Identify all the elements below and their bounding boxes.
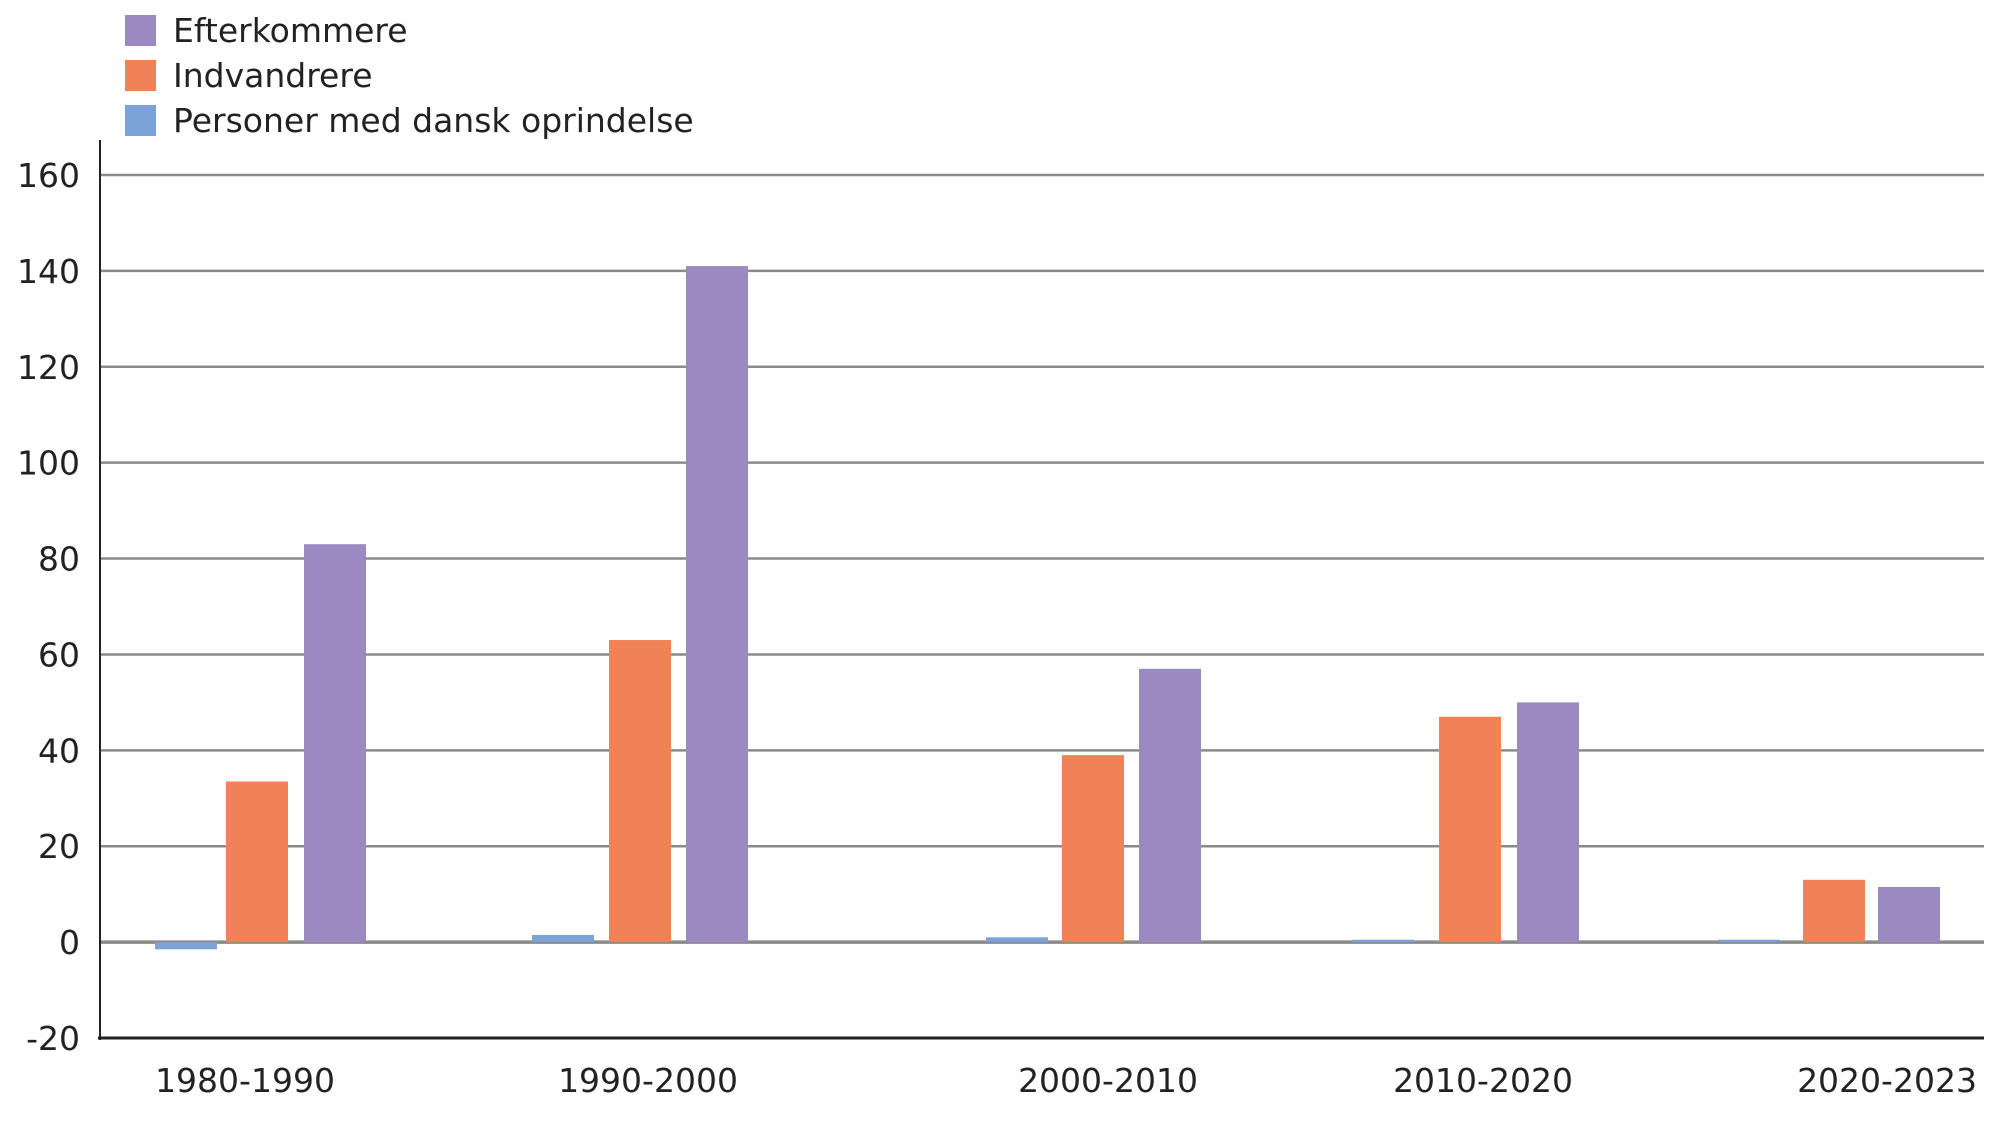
y-tick-label: 20: [38, 827, 80, 866]
y-tick-label: 40: [38, 731, 80, 770]
x-tick-label: 2020-2023: [1797, 1061, 1977, 1100]
y-tick-label: 0: [59, 923, 80, 962]
bar-2010-2020-1: [1439, 716, 1501, 943]
bar-1990-2000-2: [686, 266, 748, 943]
y-tick-label: 100: [17, 444, 80, 483]
y-tick-label: 60: [38, 635, 80, 674]
legend-label: Personer med dansk oprindelse: [173, 101, 694, 140]
y-tick-label: 80: [38, 540, 80, 579]
bar-2020-2023-0: [1718, 939, 1780, 943]
legend-item-efterkommere: Efterkommere: [125, 8, 694, 53]
bar-1990-2000-0: [532, 934, 594, 943]
y-tick-label: -20: [26, 1019, 80, 1058]
bar-2000-2010-0: [986, 937, 1048, 943]
x-tick-label: 1990-2000: [558, 1061, 738, 1100]
legend-label: Efterkommere: [173, 11, 408, 50]
bar-2020-2023-1: [1803, 879, 1865, 943]
bar-2020-2023-2: [1878, 886, 1940, 943]
legend-label: Indvandrere: [173, 56, 373, 95]
y-tick-label: 140: [17, 252, 80, 291]
legend-item-indvandrere: Indvandrere: [125, 53, 694, 98]
legend-swatch-efterkommere: [125, 15, 156, 46]
legend: Efterkommere Indvandrere Personer med da…: [125, 8, 694, 143]
bar-1980-1990-2: [304, 544, 366, 943]
bar-2000-2010-1: [1062, 755, 1124, 943]
bar-1990-2000-1: [609, 640, 671, 943]
x-tick-label: 2010-2020: [1393, 1061, 1573, 1100]
bar-2000-2010-2: [1139, 668, 1201, 943]
legend-swatch-dansk: [125, 105, 156, 136]
bar-1980-1990-1: [226, 781, 288, 943]
y-tick-label: 160: [17, 156, 80, 195]
bar-2010-2020-2: [1517, 702, 1579, 943]
bar-2010-2020-0: [1352, 939, 1414, 943]
bar-1980-1990-0: [155, 942, 217, 950]
y-tick-label: 120: [17, 348, 80, 387]
legend-swatch-indvandrere: [125, 60, 156, 91]
x-tick-label: 1980-1990: [155, 1061, 335, 1100]
x-tick-label: 2000-2010: [1018, 1061, 1198, 1100]
legend-item-dansk: Personer med dansk oprindelse: [125, 98, 694, 143]
